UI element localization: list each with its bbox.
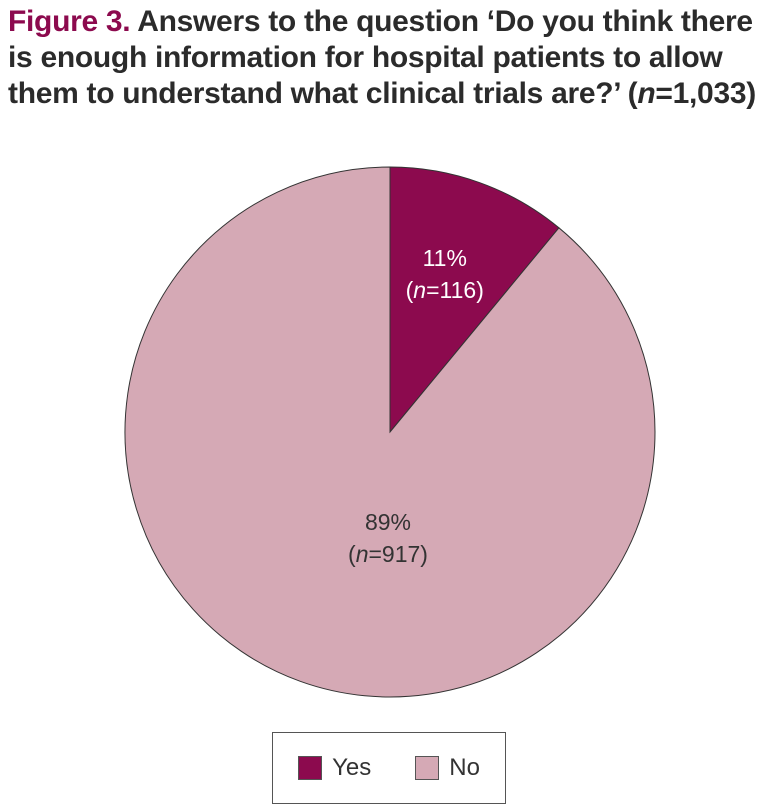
legend-item-yes: Yes xyxy=(298,754,371,782)
slice-percent-label-yes: 11% xyxy=(423,245,467,271)
legend-item-no: No xyxy=(415,754,480,782)
legend-label-no: No xyxy=(449,754,480,781)
title-text: Answers to the question ‘Do you think th… xyxy=(8,5,753,110)
slice-percent-label-no: 89% xyxy=(365,509,411,535)
legend: Yes No xyxy=(272,732,506,804)
legend-swatch-no xyxy=(415,756,440,780)
legend-label-yes: Yes xyxy=(332,754,372,781)
chart-title: Figure 3. Answers to the question ‘Do yo… xyxy=(8,4,758,112)
title-n: n xyxy=(637,77,656,110)
legend-swatch-yes xyxy=(298,756,323,780)
pie-slice-yes xyxy=(389,166,560,434)
slice-count-label-no: (n=917) xyxy=(348,541,428,567)
figure-label: Figure 3. xyxy=(8,5,131,38)
pie-slice-no xyxy=(124,166,656,698)
pie-chart: 11% (n=116) 89% (n=917) xyxy=(124,166,656,698)
title-n-value: =1,033) xyxy=(655,77,756,110)
slice-count-label-yes: (n=116) xyxy=(406,277,484,303)
